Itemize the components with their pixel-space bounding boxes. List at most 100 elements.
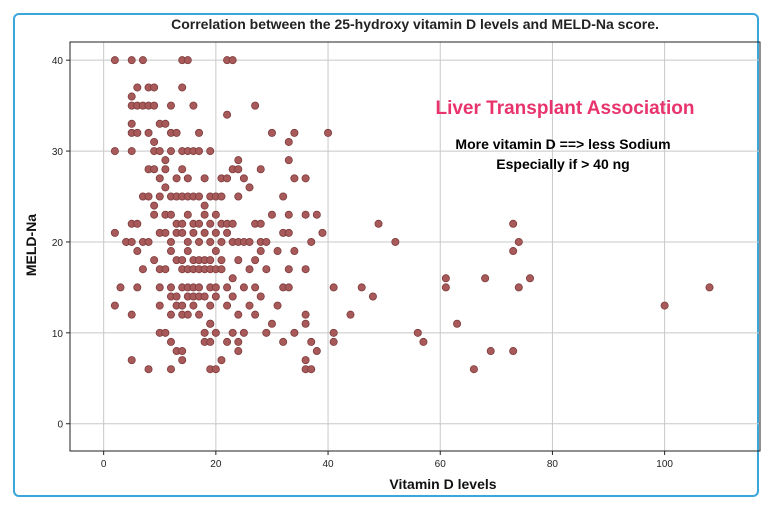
scatter-point <box>228 274 237 283</box>
scatter-point <box>245 183 254 192</box>
scatter-point <box>150 137 159 146</box>
annotation-line-1: More vitamin D ==> less Sodium <box>455 136 670 152</box>
scatter-point <box>419 337 428 346</box>
scatter-point <box>195 283 204 292</box>
scatter-point <box>514 283 523 292</box>
scatter-point <box>318 228 327 237</box>
scatter-point <box>346 310 355 319</box>
scatter-point <box>133 247 142 256</box>
scatter-point <box>223 228 232 237</box>
plot-border <box>69 41 761 452</box>
scatter-point <box>127 92 136 101</box>
scatter-point <box>211 247 220 256</box>
x-axis-label: Vitamin D levels <box>389 476 496 492</box>
x-tick-label: 100 <box>656 459 673 470</box>
scatter-point <box>166 283 175 292</box>
scatter-point <box>211 283 220 292</box>
annotation-line-2: Especially if > 40 ng <box>496 156 629 172</box>
scatter-point <box>183 56 192 65</box>
scatter-point <box>150 83 159 92</box>
scatter-point <box>239 174 248 183</box>
scatter-point <box>267 210 276 219</box>
scatter-point <box>234 337 243 346</box>
chart-title: Correlation between the 25-hydroxy vitam… <box>171 16 659 32</box>
scatter-point <box>200 201 209 210</box>
scatter-point <box>374 219 383 228</box>
scatter-point <box>127 237 136 246</box>
scatter-point <box>284 283 293 292</box>
scatter-point <box>234 156 243 165</box>
scatter-point <box>155 283 164 292</box>
scatter-point <box>200 228 209 237</box>
scatter-point <box>166 101 175 110</box>
scatter-point <box>200 292 209 301</box>
scatter-point <box>301 210 310 219</box>
scatter-point <box>290 128 299 137</box>
scatter-point <box>189 101 198 110</box>
scatter-point <box>251 283 260 292</box>
scatter-point <box>391 237 400 246</box>
scatter-point <box>228 292 237 301</box>
y-tick-label: 40 <box>52 56 64 67</box>
scatter-point <box>329 337 338 346</box>
scatter-point <box>357 283 366 292</box>
scatter-point <box>509 347 518 356</box>
scatter-point <box>705 283 714 292</box>
x-tick-label: 20 <box>210 459 222 470</box>
scatter-point <box>178 356 187 365</box>
scatter-point <box>324 128 333 137</box>
scatter-point <box>200 210 209 219</box>
scatter-point <box>161 228 170 237</box>
scatter-point <box>150 101 159 110</box>
y-axis-label: MELD-Na <box>23 214 39 276</box>
scatter-point <box>307 237 316 246</box>
scatter-point <box>195 147 204 156</box>
scatter-point <box>172 174 181 183</box>
scatter-point <box>206 319 215 328</box>
scatter-point <box>279 337 288 346</box>
scatter-point <box>166 237 175 246</box>
scatter-point <box>133 283 142 292</box>
scatter-point <box>273 247 282 256</box>
chart-frame <box>13 13 759 497</box>
scatter-point <box>251 310 260 319</box>
scatter-point <box>200 328 209 337</box>
scatter-point <box>245 265 254 274</box>
scatter-point <box>284 228 293 237</box>
y-tick-label: 20 <box>52 238 64 249</box>
x-tick-label: 80 <box>547 459 559 470</box>
scatter-point <box>206 256 215 265</box>
scatter-point <box>183 174 192 183</box>
scatter-point <box>178 165 187 174</box>
scatter-point <box>239 328 248 337</box>
scatter-point <box>178 228 187 237</box>
scatter-point <box>195 219 204 228</box>
scatter-point <box>307 337 316 346</box>
scatter-point <box>155 174 164 183</box>
scatter-point <box>110 56 119 65</box>
scatter-point <box>223 110 232 119</box>
scatter-point <box>161 156 170 165</box>
scatter-point <box>262 328 271 337</box>
scatter-point <box>217 356 226 365</box>
scatter-point <box>441 283 450 292</box>
scatter-point <box>211 292 220 301</box>
scatter-point <box>234 165 243 174</box>
scatter-point <box>161 265 170 274</box>
scatter-point <box>234 256 243 265</box>
point-layer <box>110 56 714 374</box>
scatter-point <box>133 83 142 92</box>
scatter-point <box>245 237 254 246</box>
scatter-point <box>217 237 226 246</box>
scatter-point <box>183 247 192 256</box>
scatter-point <box>312 347 321 356</box>
scatter-point <box>206 237 215 246</box>
scatter-point <box>183 237 192 246</box>
scatter-point <box>256 247 265 256</box>
scatter-point <box>178 301 187 310</box>
scatter-point <box>453 319 462 328</box>
scatter-point <box>301 356 310 365</box>
scatter-point <box>267 128 276 137</box>
scatter-point <box>127 310 136 319</box>
scatter-point <box>228 328 237 337</box>
